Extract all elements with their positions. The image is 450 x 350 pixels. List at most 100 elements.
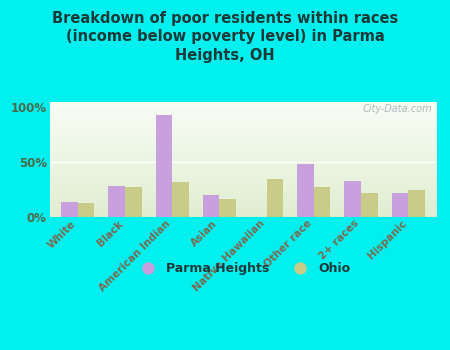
Bar <box>361 193 378 217</box>
Bar <box>50 126 436 127</box>
Bar <box>108 186 125 217</box>
Bar <box>50 150 436 151</box>
Bar <box>50 124 436 125</box>
Bar <box>266 178 283 217</box>
Bar <box>50 215 436 216</box>
Bar <box>50 121 436 122</box>
Bar <box>50 152 436 153</box>
Bar <box>50 130 436 131</box>
Bar <box>50 199 436 200</box>
Bar <box>50 153 436 154</box>
Bar <box>50 165 436 166</box>
Bar <box>50 155 436 156</box>
Bar <box>50 189 436 190</box>
Bar <box>50 154 436 155</box>
Bar <box>50 139 436 140</box>
Bar <box>50 161 436 162</box>
Bar <box>50 178 436 179</box>
Bar <box>50 187 436 188</box>
Bar <box>50 106 436 107</box>
Bar <box>50 170 436 171</box>
Bar <box>50 131 436 132</box>
Bar <box>50 128 436 129</box>
Bar <box>50 177 436 178</box>
Bar <box>50 206 436 207</box>
Bar <box>408 189 425 217</box>
Bar <box>50 137 436 138</box>
Bar <box>50 157 436 158</box>
Bar <box>50 103 436 104</box>
Bar <box>50 117 436 118</box>
Bar <box>50 183 436 184</box>
Bar <box>50 160 436 161</box>
Bar <box>50 214 436 215</box>
Bar <box>50 127 436 128</box>
Text: Breakdown of poor residents within races
(income below poverty level) in Parma
H: Breakdown of poor residents within races… <box>52 10 398 63</box>
Bar <box>50 200 436 201</box>
Bar <box>50 210 436 211</box>
Bar <box>203 195 220 217</box>
Bar <box>50 192 436 193</box>
Bar <box>314 187 330 217</box>
Bar <box>50 173 436 174</box>
Bar <box>50 202 436 203</box>
Bar <box>220 199 236 217</box>
Bar <box>50 196 436 197</box>
Bar <box>50 194 436 195</box>
Bar <box>50 184 436 185</box>
Bar <box>50 209 436 210</box>
Bar <box>50 208 436 209</box>
Bar <box>392 193 408 217</box>
Bar <box>50 179 436 180</box>
Bar <box>50 211 436 212</box>
Bar <box>50 114 436 115</box>
Bar <box>50 110 436 111</box>
Bar <box>50 108 436 109</box>
Bar <box>50 207 436 208</box>
Bar <box>50 133 436 134</box>
Bar <box>50 186 436 187</box>
Bar <box>50 167 436 168</box>
Bar <box>50 140 436 141</box>
Bar <box>50 120 436 121</box>
Bar <box>172 182 189 217</box>
Bar <box>50 162 436 163</box>
Bar <box>50 135 436 136</box>
Bar <box>50 118 436 119</box>
Bar <box>50 141 436 142</box>
Bar <box>50 145 436 146</box>
Bar <box>50 112 436 113</box>
Bar <box>50 174 436 175</box>
Bar <box>50 190 436 191</box>
Bar <box>50 130 436 131</box>
Bar <box>50 172 436 173</box>
Bar <box>61 202 78 217</box>
Bar <box>50 119 436 120</box>
Bar <box>50 125 436 126</box>
Bar <box>50 198 436 199</box>
Bar <box>125 187 142 217</box>
Bar <box>344 181 361 217</box>
Bar <box>297 164 314 217</box>
Bar <box>50 188 436 189</box>
Bar <box>50 134 436 135</box>
Bar <box>50 156 436 157</box>
Bar <box>50 147 436 148</box>
Bar <box>50 102 436 103</box>
Bar <box>156 115 172 217</box>
Bar <box>50 138 436 139</box>
Bar <box>50 216 436 217</box>
Bar <box>50 185 436 186</box>
Text: City-Data.com: City-Data.com <box>363 104 432 114</box>
Bar <box>50 166 436 167</box>
Bar <box>50 168 436 169</box>
Bar <box>50 201 436 202</box>
Bar <box>50 169 436 170</box>
Bar <box>50 197 436 198</box>
Bar <box>50 148 436 149</box>
Bar <box>50 164 436 165</box>
Bar <box>50 116 436 117</box>
Bar <box>50 104 436 105</box>
Bar <box>50 203 436 204</box>
Bar <box>50 113 436 114</box>
